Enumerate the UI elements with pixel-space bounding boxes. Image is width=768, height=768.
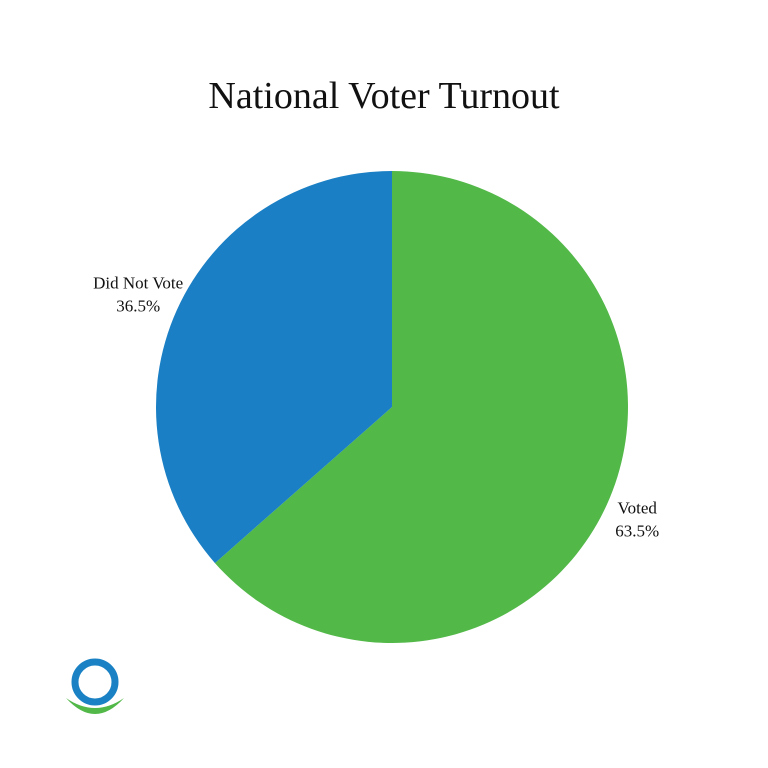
ring-and-arc-logo-icon — [66, 658, 124, 714]
slice-labels: Voted 63.5% Did Not Vote 36.5% — [93, 273, 659, 540]
logo-arc-shape — [66, 698, 124, 714]
slice-label-name: Did Not Vote — [93, 273, 183, 292]
chart-title: National Voter Turnout — [208, 75, 560, 117]
logo-ring-shape — [71, 658, 119, 706]
pie-slice-did-not-vote — [156, 171, 392, 564]
pie-slices — [156, 171, 628, 643]
slice-label-value: 36.5% — [116, 296, 160, 315]
slice-label-value: 63.5% — [615, 522, 659, 541]
slice-label-name: Voted — [618, 499, 658, 518]
pie-slice-voted — [214, 171, 628, 643]
